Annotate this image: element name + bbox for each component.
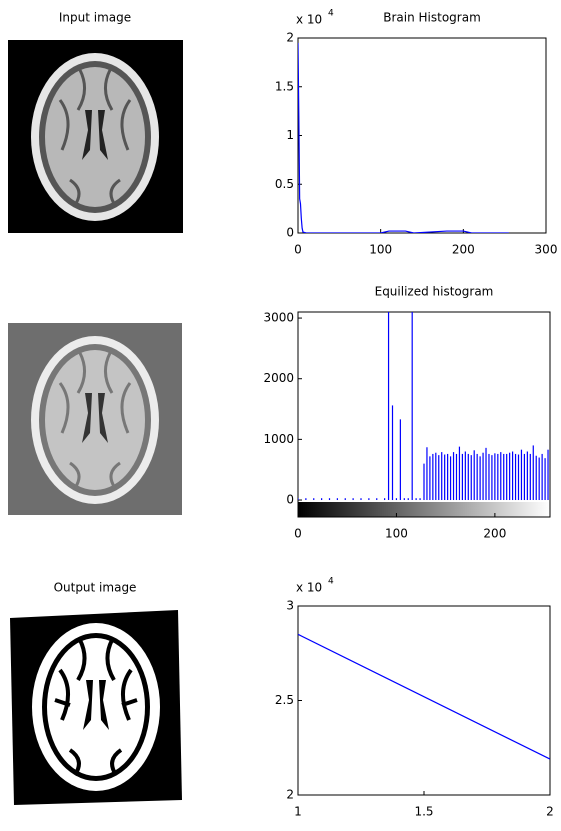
x-tick-label: 2 [546,805,554,819]
axes-box [298,606,550,795]
output-image [10,610,182,805]
figure: Input image Output image Brain Histogram… [0,0,561,827]
y-multiplier-exponent: 4 [328,9,334,19]
y-tick-label: 2000 [263,371,294,385]
y-multiplier: x 10 [296,581,322,595]
y-tick-label: 1 [286,128,294,142]
input-image [8,40,183,233]
plot-area [298,634,550,759]
y-tick-label: 1000 [263,432,294,446]
axes-box [298,38,546,233]
x-tick-label: 200 [452,243,475,257]
y-multiplier-exponent: 4 [328,577,334,587]
colorbar [298,502,550,517]
chart-title: Equilized histogram [375,285,494,299]
data-line [298,634,550,759]
y-tick-label: 2 [286,31,294,45]
plot-area [298,43,509,233]
x-tick-label: 300 [535,243,558,257]
x-tick-label: 200 [483,527,506,541]
equalized-image [8,323,182,515]
y-tick-label: 2 [286,788,294,802]
data-line [298,43,509,233]
x-tick-label: 0 [294,243,302,257]
y-tick-label: 0 [286,226,294,240]
x-tick-label: 100 [385,527,408,541]
y-tick-label: 1.5 [275,79,294,93]
image-title: Output image [54,581,137,595]
x-tick-label: 1 [294,805,302,819]
y-tick-label: 3000 [263,311,294,325]
chart-title: Brain Histogram [383,11,481,25]
plot-area [298,312,548,500]
x-tick-label: 100 [369,243,392,257]
y-tick-label: 2.5 [275,693,294,707]
image-title: Input image [59,11,131,25]
y-tick-label: 3 [286,599,294,613]
x-tick-label: 0 [294,527,302,541]
y-tick-label: 0.5 [275,177,294,191]
y-multiplier: x 10 [296,13,322,27]
y-tick-label: 0 [286,493,294,507]
x-tick-label: 1.5 [414,805,433,819]
